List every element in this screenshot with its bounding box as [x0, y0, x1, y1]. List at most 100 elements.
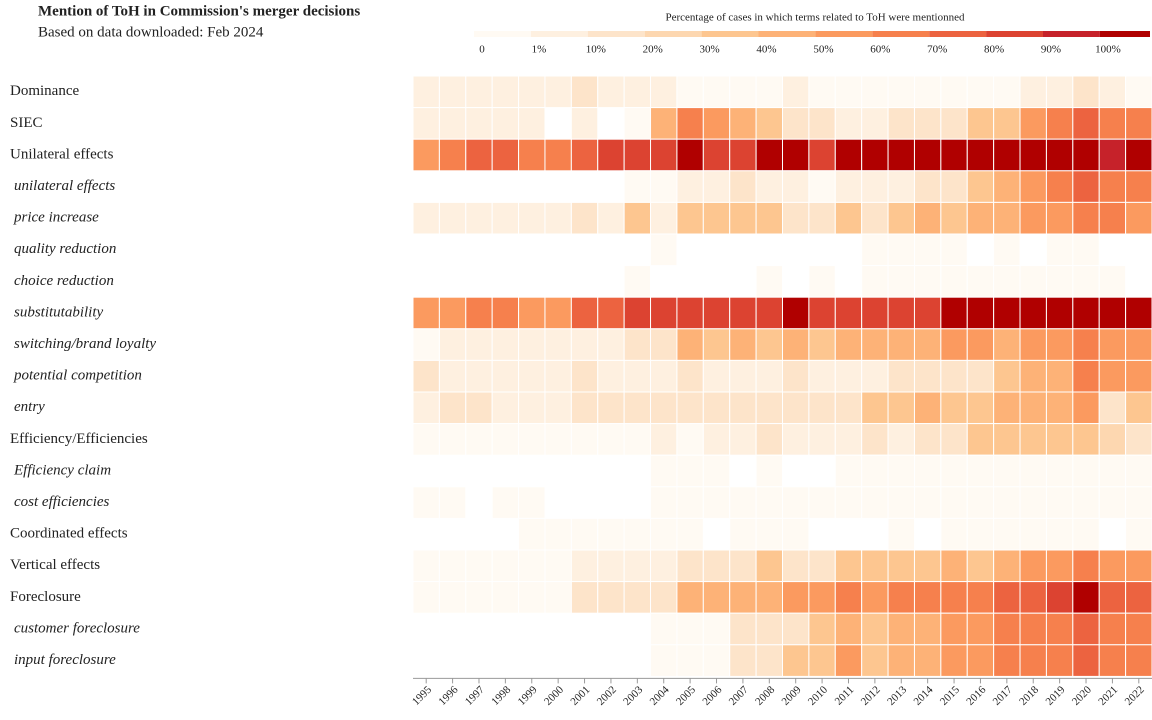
heat-cell: [966, 201, 995, 235]
heat-cell: [1072, 201, 1100, 235]
heat-cell: [1125, 612, 1152, 646]
heat-cell: [755, 644, 783, 677]
heat-cell: [1125, 581, 1152, 614]
heat-cell: [940, 201, 968, 235]
heat-cell: [1098, 107, 1127, 140]
heat-cell: [676, 170, 704, 203]
heat-cell: [438, 391, 467, 425]
row-label: Vertical effects: [10, 557, 100, 573]
row-label: Efficiency claim: [13, 462, 111, 478]
heat-cell: [518, 107, 546, 140]
heat-cell: [1045, 486, 1074, 519]
heat-cell: [808, 359, 836, 393]
heat-cell: [1125, 107, 1152, 140]
legend-swatch: [986, 31, 1043, 37]
heat-cell: [861, 612, 889, 646]
row-label: Foreclosure: [10, 589, 81, 605]
heat-cell: [887, 328, 915, 361]
legend-swatch: [815, 31, 873, 37]
heat-cell: [438, 328, 467, 361]
heat-cell: [755, 170, 783, 203]
heat-cell: [623, 75, 652, 109]
heat-cell: [1045, 549, 1074, 583]
x-tick-label: 2017: [991, 683, 1015, 707]
heat-cell: [544, 75, 572, 109]
heat-cell: [966, 549, 995, 583]
heat-cell: [518, 486, 546, 519]
heat-cell: [597, 423, 625, 456]
heat-cell: [913, 359, 942, 393]
heat-cell: [412, 296, 440, 330]
heat-cell: [544, 549, 572, 583]
heat-cell: [861, 201, 889, 235]
heat-cell: [1072, 644, 1100, 677]
heat-cell: [702, 644, 731, 677]
heat-cell: [544, 328, 572, 361]
heat-cell: [729, 328, 757, 361]
heat-cell: [544, 517, 572, 551]
heat-cell: [597, 517, 625, 551]
heat-cell: [1045, 201, 1074, 235]
heat-cell: [940, 423, 968, 456]
heat-cell: [940, 644, 968, 677]
heat-cell: [1019, 391, 1047, 425]
heat-cell: [412, 581, 440, 614]
heat-cell: [913, 581, 942, 614]
heat-cell: [623, 201, 652, 235]
heat-cell: [940, 359, 968, 393]
legend-label: 40%: [756, 44, 776, 56]
heat-cell: [465, 391, 493, 425]
heat-cell: [623, 423, 652, 456]
x-tick-label: 2013: [885, 683, 909, 707]
heat-cell: [518, 296, 546, 330]
heat-cell: [887, 201, 915, 235]
heat-cell: [544, 201, 572, 235]
heat-cell: [412, 423, 440, 456]
heat-cell: [940, 328, 968, 361]
heat-cell: [940, 138, 968, 172]
heat-cell: [544, 423, 572, 456]
heat-cell: [438, 201, 467, 235]
heat-cell: [913, 201, 942, 235]
x-tick-label: 1997: [463, 683, 487, 707]
heat-cell: [993, 75, 1021, 109]
heat-cell: [993, 644, 1021, 677]
heat-cell: [1098, 486, 1127, 519]
heat-cell: [676, 486, 704, 519]
heat-cell: [861, 138, 889, 172]
x-tick-label: 2014: [912, 683, 936, 707]
heat-cell: [597, 328, 625, 361]
heat-cell: [993, 359, 1021, 393]
heat-cell: [676, 423, 704, 456]
heat-cell: [676, 581, 704, 614]
heat-cell: [412, 107, 440, 140]
heat-cell: [702, 454, 731, 488]
heat-cell: [887, 233, 915, 267]
heat-cell: [966, 581, 995, 614]
heat-cell: [913, 644, 942, 677]
heat-cell: [597, 359, 625, 393]
heat-cell: [597, 296, 625, 330]
heat-cell: [755, 75, 783, 109]
heat-cell: [650, 581, 678, 614]
heat-cell: [702, 549, 731, 583]
heat-cell: [438, 359, 467, 393]
heat-cell: [808, 391, 836, 425]
heat-cell: [834, 138, 863, 172]
heat-cell: [887, 75, 915, 109]
heat-cell: [887, 644, 915, 677]
heat-cell: [1045, 107, 1074, 140]
heat-cell: [993, 107, 1021, 140]
heat-cell: [465, 423, 493, 456]
heat-cell: [623, 328, 652, 361]
heat-cell: [808, 486, 836, 519]
heat-cell: [940, 517, 968, 551]
heat-cell: [808, 549, 836, 583]
heat-cell: [1045, 423, 1074, 456]
heat-cell: [887, 423, 915, 456]
heat-cell: [1019, 75, 1047, 109]
heat-cell: [1072, 233, 1100, 267]
heat-cell: [834, 75, 863, 109]
x-tick-label: 2015: [938, 683, 962, 707]
heat-cell: [438, 107, 467, 140]
